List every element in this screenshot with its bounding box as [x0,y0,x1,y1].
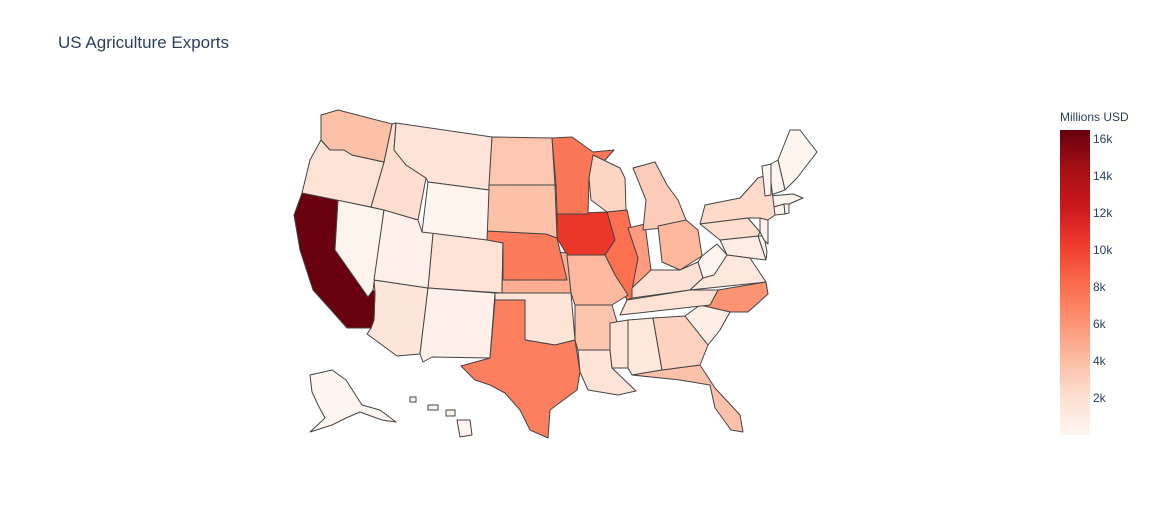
chart-title: US Agriculture Exports [58,33,230,52]
state-va[interactable] [689,254,767,291]
state-sd[interactable] [486,184,558,239]
state-wv[interactable] [697,243,728,279]
state-me[interactable] [777,129,818,191]
state-pa[interactable] [699,217,761,241]
states-group [293,109,818,439]
state-mi[interactable] [632,161,687,231]
state-ga[interactable] [652,315,709,371]
state-nv[interactable] [334,199,385,298]
state-co[interactable] [427,232,504,294]
state-wy[interactable] [421,181,490,241]
state-ak[interactable] [309,369,397,433]
state-vt[interactable] [761,163,772,197]
state-az[interactable] [366,279,429,357]
state-nd[interactable] [488,136,556,186]
state-tx[interactable] [460,299,581,439]
state-oh[interactable] [657,219,703,271]
state-ri[interactable] [783,203,790,215]
state-wi[interactable] [588,154,627,213]
state-wa[interactable] [320,109,393,163]
state-ms[interactable] [609,319,629,369]
state-tn[interactable] [619,289,719,316]
state-ia[interactable] [556,211,616,256]
state-hi[interactable] [409,396,473,438]
state-fl[interactable] [631,364,744,433]
colorbar-title: Millions USD [1060,110,1129,124]
state-nm[interactable] [419,287,496,363]
